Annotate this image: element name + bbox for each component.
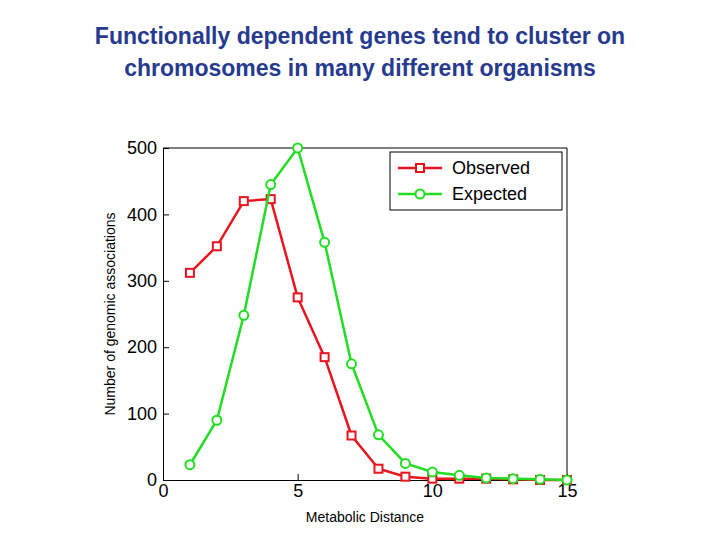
y-tick-mark (163, 480, 169, 481)
series-marker (374, 465, 382, 473)
frame-right (567, 148, 568, 480)
series-line (190, 199, 567, 480)
x-tick-label: 5 (293, 481, 303, 501)
y-tick-mark (163, 281, 169, 282)
legend-label: Observed (452, 158, 530, 178)
y-tick: 0 (147, 470, 169, 490)
series-marker (185, 460, 194, 469)
y-tick: 400 (127, 205, 169, 225)
series-marker (213, 242, 221, 250)
legend-label: Expected (452, 184, 527, 204)
y-tick-mark (163, 214, 169, 215)
y-tick-label: 0 (147, 470, 157, 490)
y-tick-label: 300 (127, 271, 157, 291)
series-marker (239, 311, 248, 320)
series-marker (294, 293, 302, 301)
series-marker (563, 476, 571, 484)
x-tick-mark (298, 474, 299, 480)
y-axis: 0 100 200 300 400 500 (127, 138, 169, 490)
x-tick: 5 (293, 474, 303, 501)
y-tick-mark (163, 148, 169, 149)
series-marker (536, 475, 545, 484)
series-marker (401, 473, 409, 481)
legend-box (390, 152, 562, 210)
x-tick-label: 10 (423, 481, 443, 501)
series-marker (240, 197, 248, 205)
y-axis-title: Number of genomic associations (102, 212, 118, 415)
series-marker (186, 269, 194, 277)
y-tick: 500 (127, 138, 169, 158)
x-axis: 0 5 10 15 (158, 474, 577, 501)
series-marker (212, 416, 221, 425)
y-tick: 200 (127, 337, 169, 357)
y-tick-label: 100 (127, 404, 157, 424)
series-marker (563, 476, 572, 485)
series-marker (321, 353, 329, 361)
y-tick-mark (163, 347, 169, 348)
legend-marker (416, 164, 424, 172)
series-marker (455, 471, 464, 480)
series-marker (428, 468, 437, 477)
y-tick-label: 400 (127, 205, 157, 225)
series-marker (482, 474, 491, 483)
frame-top (163, 148, 567, 149)
series-marker (401, 459, 410, 468)
x-tick: 15 (557, 474, 577, 501)
series-marker (347, 359, 356, 368)
plot-area (185, 144, 571, 485)
y-tick-label: 200 (127, 337, 157, 357)
x-axis-title: Metabolic Distance (306, 509, 424, 525)
title: Functionally dependent genes tend to clu… (95, 23, 625, 81)
y-tick-label: 500 (127, 138, 157, 158)
legend-marker (416, 190, 425, 199)
series-marker (320, 238, 329, 247)
series-marker (348, 432, 356, 440)
series-marker (293, 144, 302, 153)
series-marker (509, 474, 518, 483)
y-tick: 100 (127, 404, 169, 424)
y-tick: 300 (127, 271, 169, 291)
legend: Observed Expected (390, 152, 562, 210)
x-tick-label: 0 (158, 481, 168, 501)
chart: Functionally dependent genes tend to clu… (0, 0, 720, 540)
y-axis-line (163, 149, 164, 481)
series-marker (374, 430, 383, 439)
series-marker (266, 180, 275, 189)
y-tick-mark (163, 414, 169, 415)
series-line (190, 148, 567, 480)
